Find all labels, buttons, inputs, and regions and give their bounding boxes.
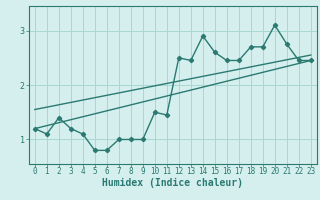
X-axis label: Humidex (Indice chaleur): Humidex (Indice chaleur): [102, 178, 243, 188]
